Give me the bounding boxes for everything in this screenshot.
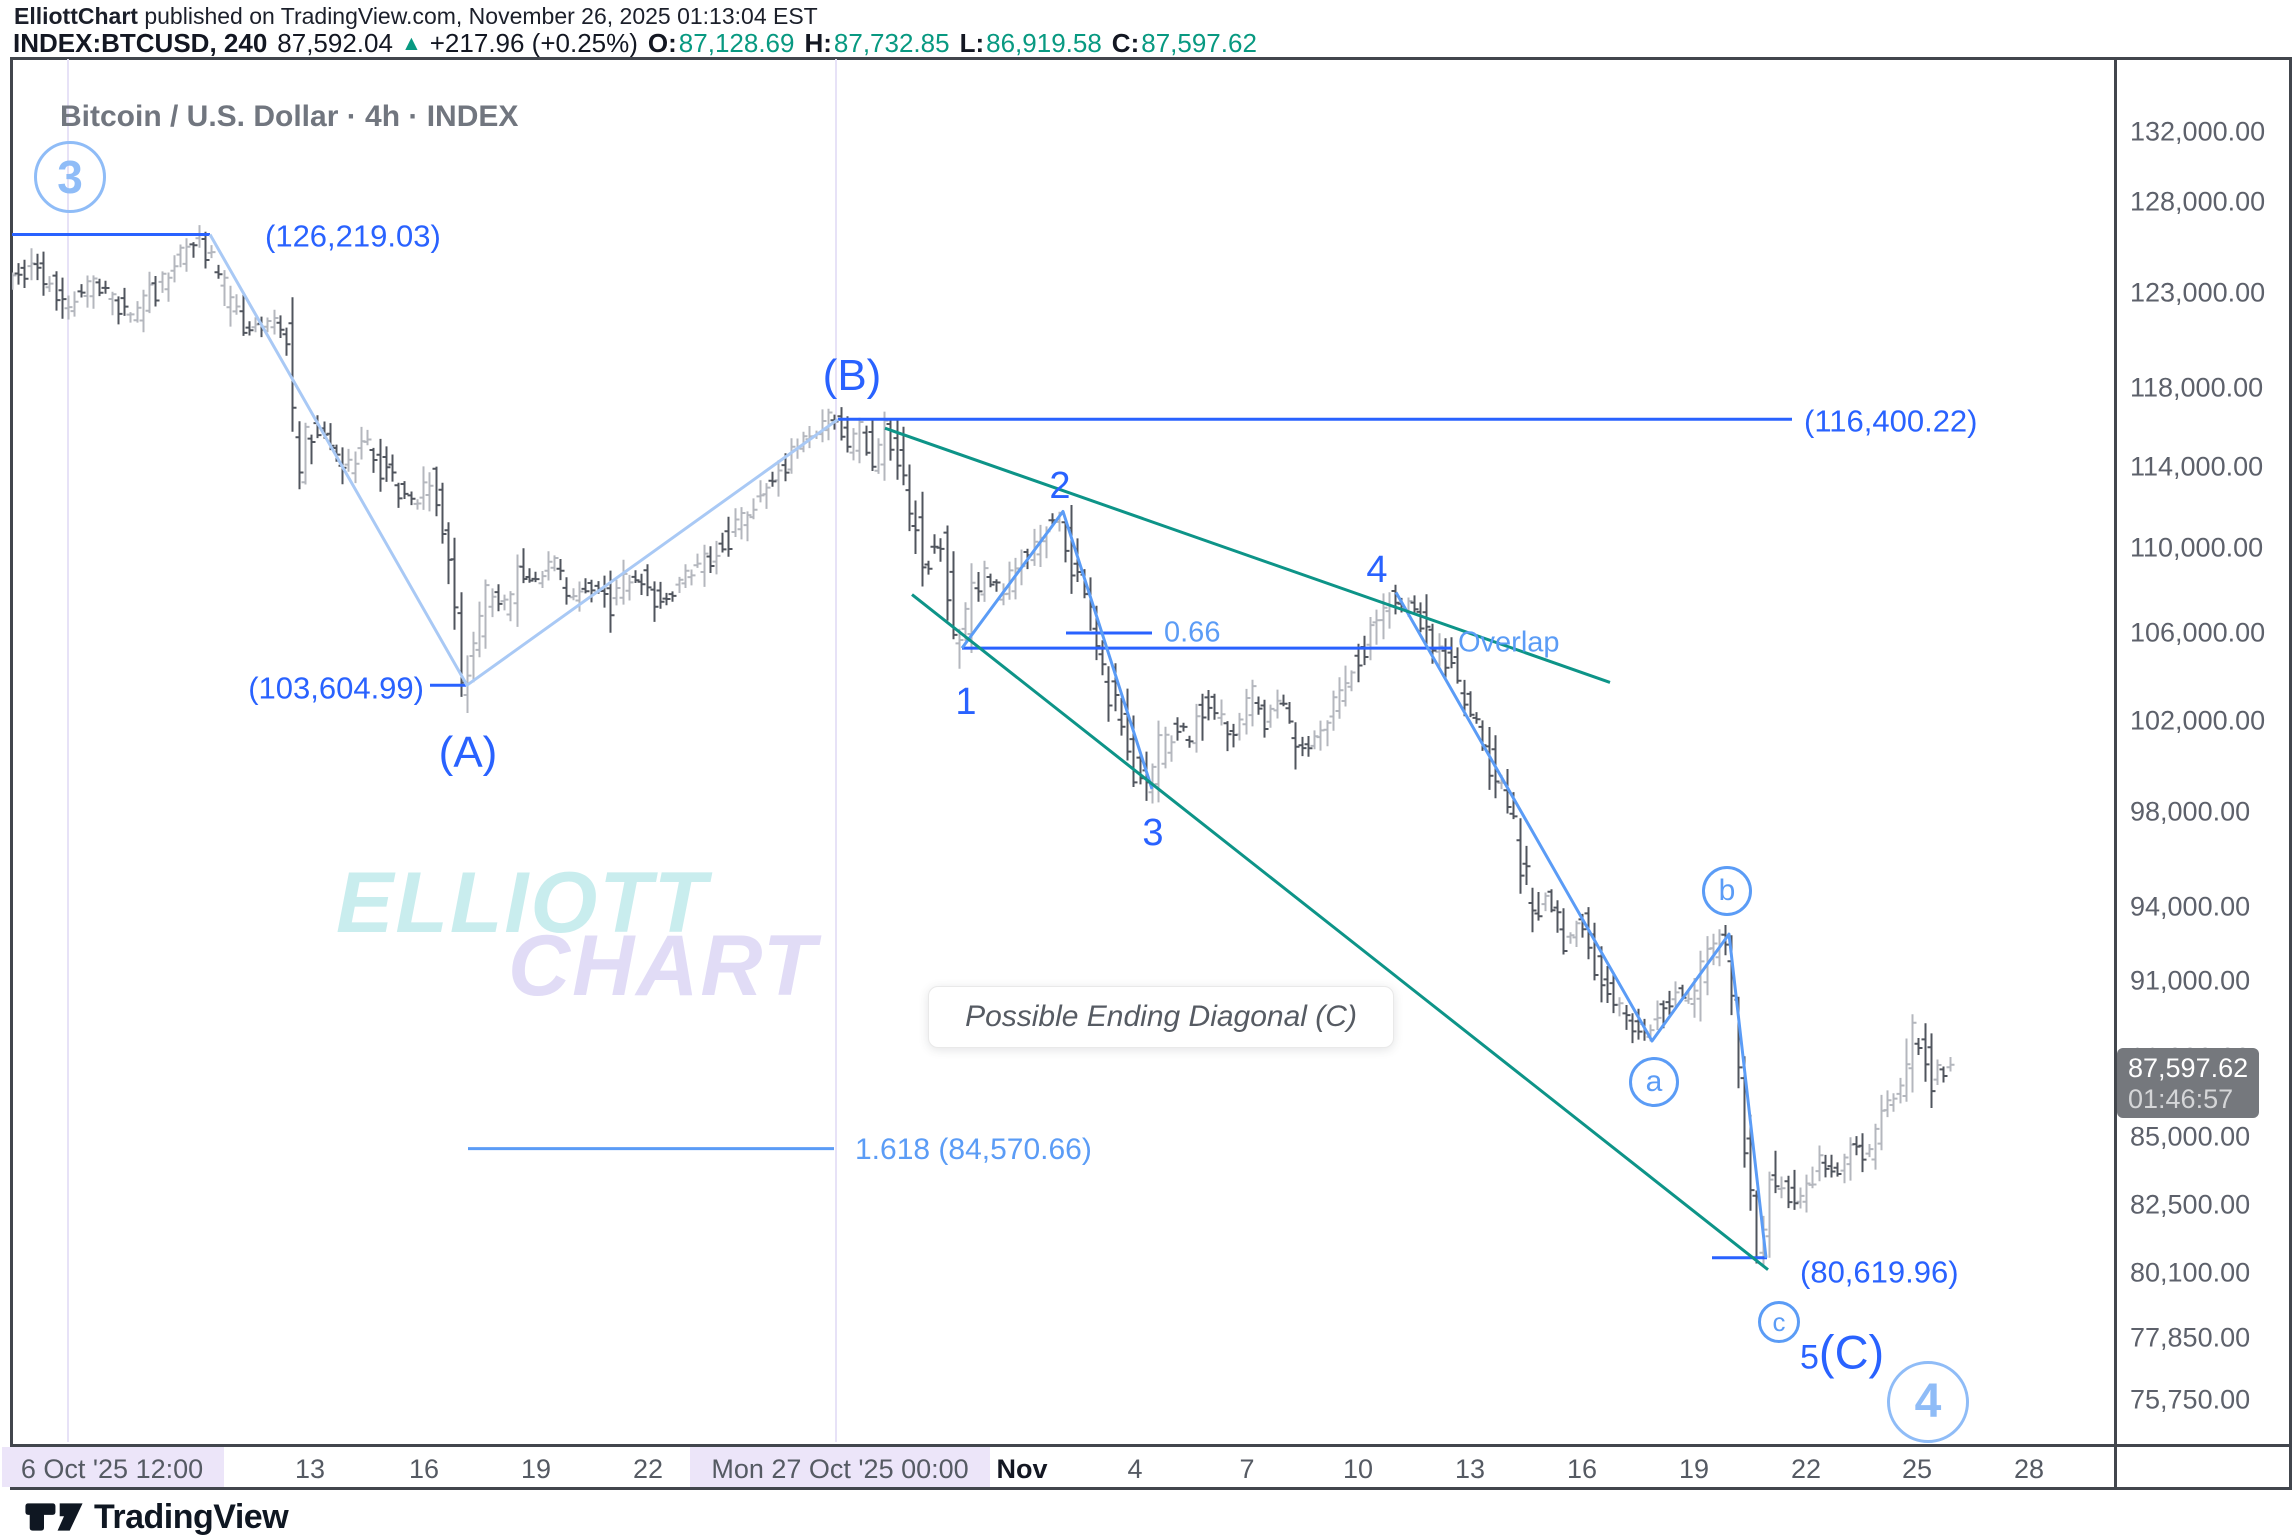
price-axis-label: 85,000.00: [2130, 1121, 2251, 1152]
chart-legend-title[interactable]: Bitcoin / U.S. Dollar · 4h · INDEX: [60, 100, 519, 133]
session-highlight: [2, 1447, 224, 1487]
price-axis-label: 123,000.00: [2130, 277, 2266, 308]
symbol-status-line: INDEX:BTCUSD, 240 87,592.04 ▲ +217.96 (+…: [13, 28, 1257, 59]
current-price-badge: 87,597.62 01:46:57: [2117, 1048, 2259, 1118]
tradingview-logo-icon: [25, 1503, 83, 1531]
tradingview-wordmark: TradingView: [94, 1497, 289, 1536]
time-axis-label: 7: [1239, 1454, 1255, 1484]
time-axis-label: 28: [2013, 1454, 2045, 1484]
price-axis-label: 106,000.00: [2130, 617, 2266, 648]
price-change: +217.96 (+0.25%): [429, 28, 638, 58]
time-axis-label: Nov: [996, 1454, 1048, 1484]
up-triangle-icon: ▲: [400, 31, 422, 55]
time-axis-label: 22: [632, 1454, 664, 1484]
label-5C[interactable]: 5(C): [1800, 1325, 1885, 1379]
wave-circle-b[interactable]: b: [1702, 866, 1752, 916]
label-126219[interactable]: (126,219.03): [265, 218, 441, 254]
label-overlap[interactable]: Overlap: [1458, 626, 1560, 659]
time-axis-label: 22: [1790, 1454, 1822, 1484]
time-axis-divider[interactable]: [10, 1444, 2292, 1447]
price-axis-label: 110,000.00: [2130, 532, 2264, 563]
wave-label-1[interactable]: 1: [955, 681, 977, 723]
wave-circle-a[interactable]: a: [1629, 1057, 1679, 1107]
time-axis-label: 4: [1127, 1454, 1143, 1484]
price-axis-divider[interactable]: [2114, 57, 2117, 1490]
time-axis-label: 6 Oct '25 12:00: [20, 1454, 204, 1484]
badge-price: 87,597.62: [2128, 1053, 2249, 1083]
wave-label-3[interactable]: 3: [1142, 812, 1164, 854]
time-axis-label: 19: [520, 1454, 552, 1484]
label-066[interactable]: 0.66: [1164, 616, 1221, 649]
time-axis-label: 16: [408, 1454, 440, 1484]
label-80619[interactable]: (80,619.96): [1800, 1254, 1959, 1290]
label-B[interactable]: (B): [822, 351, 882, 400]
time-axis-label: 13: [1454, 1454, 1486, 1484]
watermark-chart: CHART: [508, 918, 818, 1014]
wave-circle-4[interactable]: 4: [1887, 1361, 1969, 1443]
last-price: 87,592.04: [277, 28, 393, 58]
drawing-tooltip: Possible Ending Diagonal (C): [928, 986, 1394, 1048]
time-axis-label: 16: [1566, 1454, 1598, 1484]
price-axis-label: 94,000.00: [2130, 891, 2251, 922]
label-103604[interactable]: (103,604.99): [248, 670, 424, 706]
price-axis-label: 128,000.00: [2130, 186, 2266, 217]
label-116400[interactable]: (116,400.22): [1804, 403, 1978, 439]
price-axis-label: 114,000.00: [2130, 451, 2264, 482]
time-axis-label: 13: [294, 1454, 326, 1484]
open-value: O: 87,128.69: [647, 28, 795, 58]
label-A[interactable]: (A): [438, 728, 498, 777]
publish-text: published on TradingView.com, November 2…: [144, 3, 818, 29]
wave-circle-c[interactable]: c: [1758, 1301, 1800, 1343]
price-axis-label: 82,500.00: [2130, 1189, 2251, 1220]
low-value: L: 86,919.58: [959, 28, 1102, 58]
publish-line: ElliottChart published on TradingView.co…: [14, 3, 818, 30]
wave-label-4[interactable]: 4: [1366, 549, 1388, 591]
session-highlight: [690, 1447, 990, 1487]
price-axis-label: 75,750.00: [2130, 1384, 2251, 1415]
close-value: C: 87,597.62: [1111, 28, 1257, 58]
price-axis-label: 77,850.00: [2130, 1322, 2251, 1353]
badge-countdown: 01:46:57: [2128, 1084, 2234, 1114]
time-axis-label: Mon 27 Oct '25 00:00: [711, 1454, 969, 1484]
label-1618[interactable]: 1.618 (84,570.66): [855, 1133, 1092, 1166]
time-axis-label: 25: [1901, 1454, 1933, 1484]
time-axis-label: 10: [1342, 1454, 1374, 1484]
footer-brand[interactable]: TradingView: [24, 1496, 289, 1538]
price-axis-label: 118,000.00: [2130, 372, 2264, 403]
price-axis-label: 132,000.00: [2130, 116, 2266, 147]
price-axis-label: 91,000.00: [2130, 965, 2251, 996]
wave-circle-3[interactable]: 3: [34, 141, 106, 213]
price-axis-label: 102,000.00: [2130, 705, 2266, 736]
symbol-name: INDEX:BTCUSD, 240: [13, 28, 268, 58]
price-axis-label: 80,100.00: [2130, 1257, 2251, 1288]
wave-label-2[interactable]: 2: [1049, 465, 1071, 507]
price-axis-label: 98,000.00: [2130, 796, 2251, 827]
high-value: H: 87,732.85: [804, 28, 950, 58]
time-axis-label: 19: [1678, 1454, 1710, 1484]
author-name: ElliottChart: [14, 3, 138, 29]
chart-plot-frame[interactable]: [10, 57, 2292, 1490]
